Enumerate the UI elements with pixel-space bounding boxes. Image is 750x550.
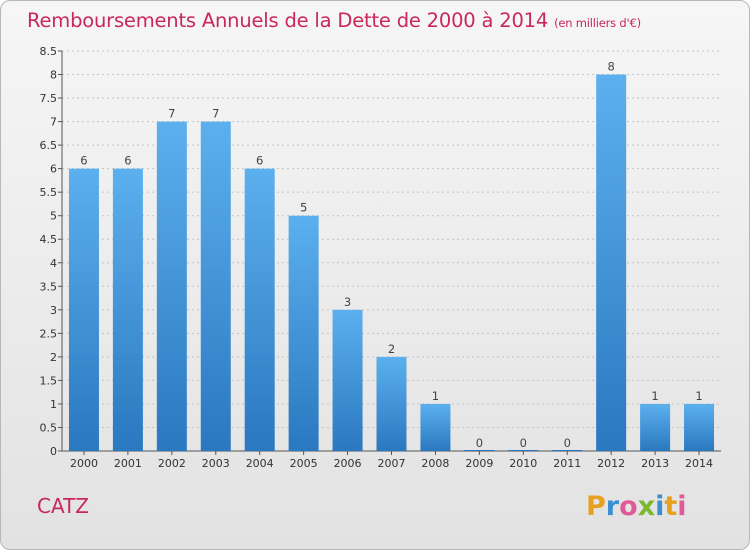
bar-2000 bbox=[68, 168, 99, 451]
bar-2003 bbox=[200, 121, 231, 452]
y-tick-label: 0.5 bbox=[40, 421, 58, 434]
y-tick-label: 6.5 bbox=[40, 139, 58, 152]
commune-name: CATZ bbox=[37, 494, 90, 518]
bar-2007 bbox=[376, 356, 407, 451]
bar-2012 bbox=[596, 74, 627, 451]
data-label-2003: 7 bbox=[212, 107, 219, 121]
data-label-2014: 1 bbox=[695, 389, 702, 403]
x-tick-label-2006: 2006 bbox=[334, 457, 362, 470]
y-tick-label: 4.5 bbox=[40, 233, 58, 246]
y-tick-label: 5.5 bbox=[40, 186, 58, 199]
bar-2013 bbox=[640, 403, 671, 451]
x-tick-label-2004: 2004 bbox=[246, 457, 274, 470]
data-label-2004: 6 bbox=[256, 154, 263, 168]
data-label-2000: 6 bbox=[80, 154, 87, 168]
data-label-2002: 7 bbox=[168, 107, 175, 121]
data-label-2007: 2 bbox=[388, 342, 395, 356]
bar-2006 bbox=[332, 309, 363, 451]
y-tick-label: 1.5 bbox=[40, 374, 58, 387]
x-tick-label-2005: 2005 bbox=[290, 457, 318, 470]
y-tick-label: 7 bbox=[50, 116, 57, 129]
y-tick-label: 3 bbox=[50, 304, 57, 317]
x-tick-label-2007: 2007 bbox=[378, 457, 406, 470]
bar-2009 bbox=[464, 450, 495, 451]
data-label-2005: 5 bbox=[300, 201, 307, 215]
x-tick-label-2009: 2009 bbox=[465, 457, 493, 470]
data-label-2009: 0 bbox=[476, 436, 483, 450]
bar-2001 bbox=[112, 168, 143, 451]
y-tick-label: 6 bbox=[50, 163, 57, 176]
bar-2008 bbox=[420, 403, 451, 451]
y-tick-label: 4 bbox=[50, 257, 57, 270]
y-tick-label: 0 bbox=[50, 445, 57, 458]
x-tick-label-2013: 2013 bbox=[641, 457, 669, 470]
y-tick-label: 5 bbox=[50, 210, 57, 223]
proxiti-logo: Proxiti bbox=[586, 491, 687, 522]
data-labels: 6 6 7 7 6 5 3 2 1 0 0 0 8 1 1 bbox=[80, 60, 702, 450]
x-tick-label-2012: 2012 bbox=[597, 457, 625, 470]
x-tick-label-2010: 2010 bbox=[509, 457, 537, 470]
x-tick-label-2001: 2001 bbox=[114, 457, 142, 470]
data-label-2001: 6 bbox=[124, 154, 131, 168]
data-label-2006: 3 bbox=[344, 295, 351, 309]
bar-2002 bbox=[156, 121, 187, 452]
x-tick-label-2002: 2002 bbox=[158, 457, 186, 470]
data-label-2011: 0 bbox=[564, 436, 571, 450]
data-label-2013: 1 bbox=[651, 389, 658, 403]
y-tick-label: 7.5 bbox=[40, 92, 58, 105]
bar-2004 bbox=[244, 168, 275, 451]
data-label-2008: 1 bbox=[432, 389, 439, 403]
data-label-2010: 0 bbox=[520, 436, 527, 450]
x-tick-label-2014: 2014 bbox=[685, 457, 713, 470]
data-label-2012: 8 bbox=[608, 60, 615, 74]
y-tick-label: 2.5 bbox=[40, 327, 58, 340]
y-tick-label: 8.5 bbox=[40, 45, 58, 58]
y-tick-label: 8 bbox=[50, 69, 57, 82]
chart-title-block: Remboursements Annuels de la Dette de 20… bbox=[27, 9, 641, 32]
chart-subtitle: (en milliers d'€) bbox=[554, 16, 641, 30]
svg-text:Proxiti: Proxiti bbox=[586, 491, 687, 522]
x-tick-label-2011: 2011 bbox=[553, 457, 581, 470]
chart-title: Remboursements Annuels de la Dette de 20… bbox=[27, 9, 549, 32]
bar-2005 bbox=[288, 215, 319, 451]
x-tick-label-2003: 2003 bbox=[202, 457, 230, 470]
y-tick-label: 1 bbox=[50, 398, 57, 411]
y-tick-label: 3.5 bbox=[40, 280, 58, 293]
y-tick-label: 2 bbox=[50, 351, 57, 364]
bar-2011 bbox=[552, 450, 583, 451]
x-tick-label-2000: 2000 bbox=[70, 457, 98, 470]
x-tick-label-2008: 2008 bbox=[421, 457, 449, 470]
bar-2010 bbox=[508, 450, 539, 451]
bars bbox=[68, 74, 715, 452]
bar-2014 bbox=[684, 403, 715, 451]
